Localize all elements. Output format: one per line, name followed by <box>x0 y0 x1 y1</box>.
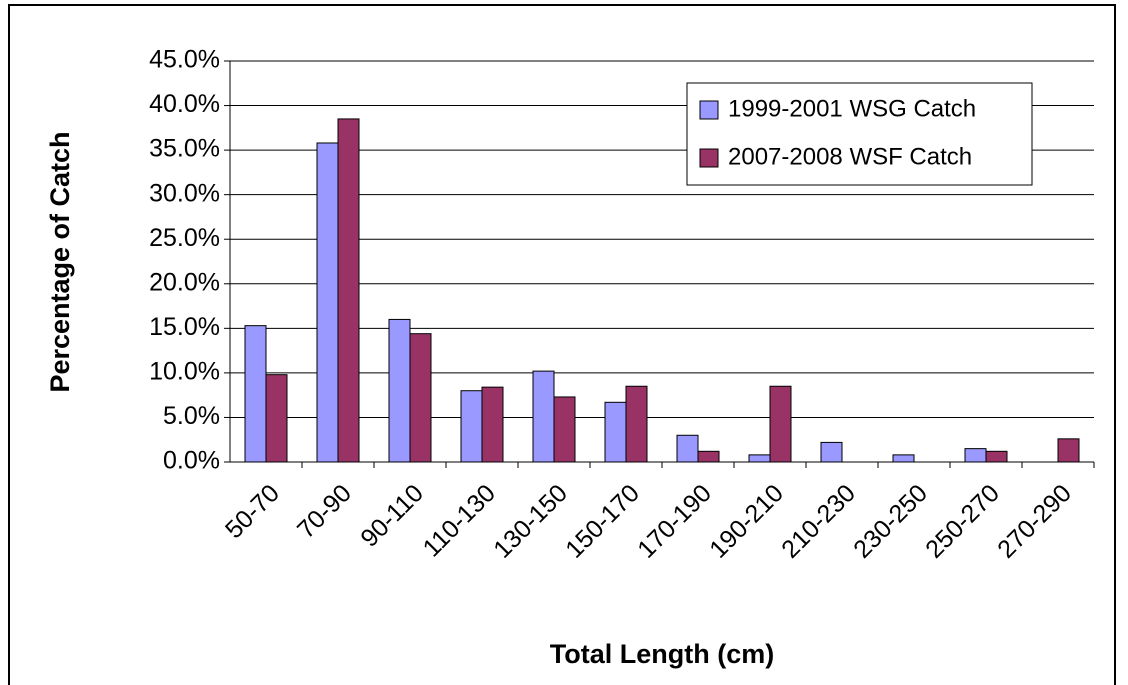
y-tick-label: 40.0% <box>149 90 220 118</box>
x-tick-label: 250-270 <box>920 479 1005 564</box>
bar <box>244 325 267 463</box>
bar <box>265 374 288 463</box>
bar <box>985 450 1008 463</box>
x-tick-label: 110-130 <box>418 479 501 562</box>
x-tick-label: 170-190 <box>632 479 717 564</box>
bar <box>892 454 915 463</box>
bar <box>697 450 720 463</box>
legend-label: 2007-2008 WSF Catch <box>728 143 972 170</box>
x-tick-label: 230-250 <box>848 479 933 564</box>
bar <box>532 370 555 463</box>
bar <box>964 448 987 463</box>
chart-border <box>8 4 1116 685</box>
x-tick-label: 190-210 <box>704 479 789 564</box>
bar <box>820 441 843 463</box>
x-tick-label: 270-290 <box>992 479 1077 564</box>
y-tick-label: 30.0% <box>149 179 220 207</box>
bar <box>676 434 699 463</box>
y-tick-label: 5.0% <box>163 402 220 430</box>
x-tick-label: 70-90 <box>292 479 357 544</box>
y-tick-label: 25.0% <box>149 224 220 252</box>
bar <box>460 390 483 463</box>
bar <box>769 385 792 463</box>
bar <box>409 333 432 463</box>
x-tick-label: 210-230 <box>776 479 861 564</box>
bar <box>388 318 411 463</box>
y-tick-label: 10.0% <box>149 357 220 385</box>
x-axis-title: Total Length (cm) <box>550 639 774 669</box>
legend-label: 1999-2001 WSG Catch <box>728 95 976 122</box>
bar <box>748 454 771 463</box>
x-tick-label: 50-70 <box>220 479 285 544</box>
bar <box>604 401 627 463</box>
y-tick-label: 15.0% <box>149 313 220 341</box>
bar <box>337 118 360 463</box>
bar <box>316 142 339 463</box>
y-tick-label: 45.0% <box>149 46 220 74</box>
legend-box <box>686 82 1033 186</box>
bar <box>481 386 504 463</box>
x-tick-label: 130-150 <box>488 479 573 564</box>
bar <box>625 385 648 463</box>
bar <box>1057 438 1080 463</box>
y-tick-label: 35.0% <box>149 135 220 163</box>
legend-swatch <box>699 148 719 168</box>
x-tick-label: 150-170 <box>560 479 645 564</box>
y-axis-title: Percentage of Catch <box>45 131 75 392</box>
y-tick-label: 0.0% <box>163 447 220 475</box>
y-tick-label: 20.0% <box>149 268 220 296</box>
bar <box>553 396 576 463</box>
legend-swatch <box>699 100 719 120</box>
